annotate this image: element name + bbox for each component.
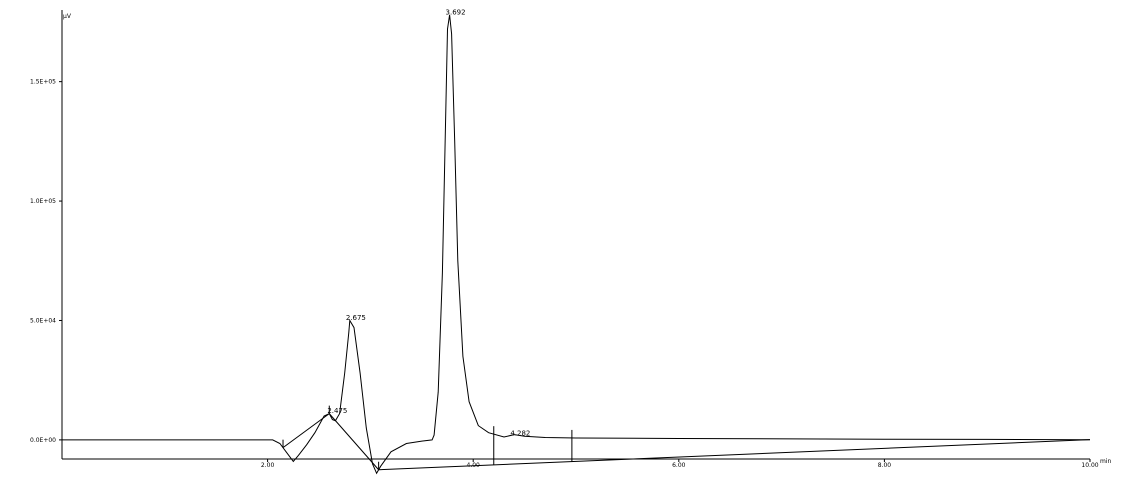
integration-baselines bbox=[282, 413, 1091, 471]
peak-label: 4.282 bbox=[510, 430, 530, 438]
y-tick-label: 1.5E+05 bbox=[30, 79, 56, 86]
baseline-segment bbox=[378, 439, 1091, 471]
x-tick-label: 6.00 bbox=[672, 462, 686, 469]
x-unit-label: min bbox=[1100, 458, 1112, 465]
peak-label: 2.675 bbox=[346, 314, 366, 322]
x-tick-label: 8.00 bbox=[878, 462, 892, 469]
y-unit-label: µV bbox=[63, 13, 72, 20]
peak-marker-group bbox=[282, 405, 573, 470]
peak-label-group: 2.475 2.675 3.692 4.282 bbox=[327, 8, 530, 437]
x-tick-label: 2.00 bbox=[261, 462, 275, 469]
y-tick-group: 0.0E+00 5.0E+04 1.0E+05 1.5E+05 bbox=[30, 79, 62, 444]
y-tick-label: 0.0E+00 bbox=[30, 437, 56, 444]
series-line bbox=[62, 14, 1091, 475]
baseline-segment bbox=[328, 413, 379, 471]
x-tick-label: 10.00 bbox=[1081, 462, 1098, 469]
peak-label: 3.692 bbox=[446, 8, 466, 16]
y-tick-label: 1.0E+05 bbox=[30, 198, 56, 205]
y-tick-label: 5.0E+04 bbox=[30, 317, 56, 324]
baseline-segment bbox=[282, 413, 330, 449]
peak-label: 2.475 bbox=[327, 407, 347, 415]
chart-axes bbox=[61, 10, 1090, 460]
